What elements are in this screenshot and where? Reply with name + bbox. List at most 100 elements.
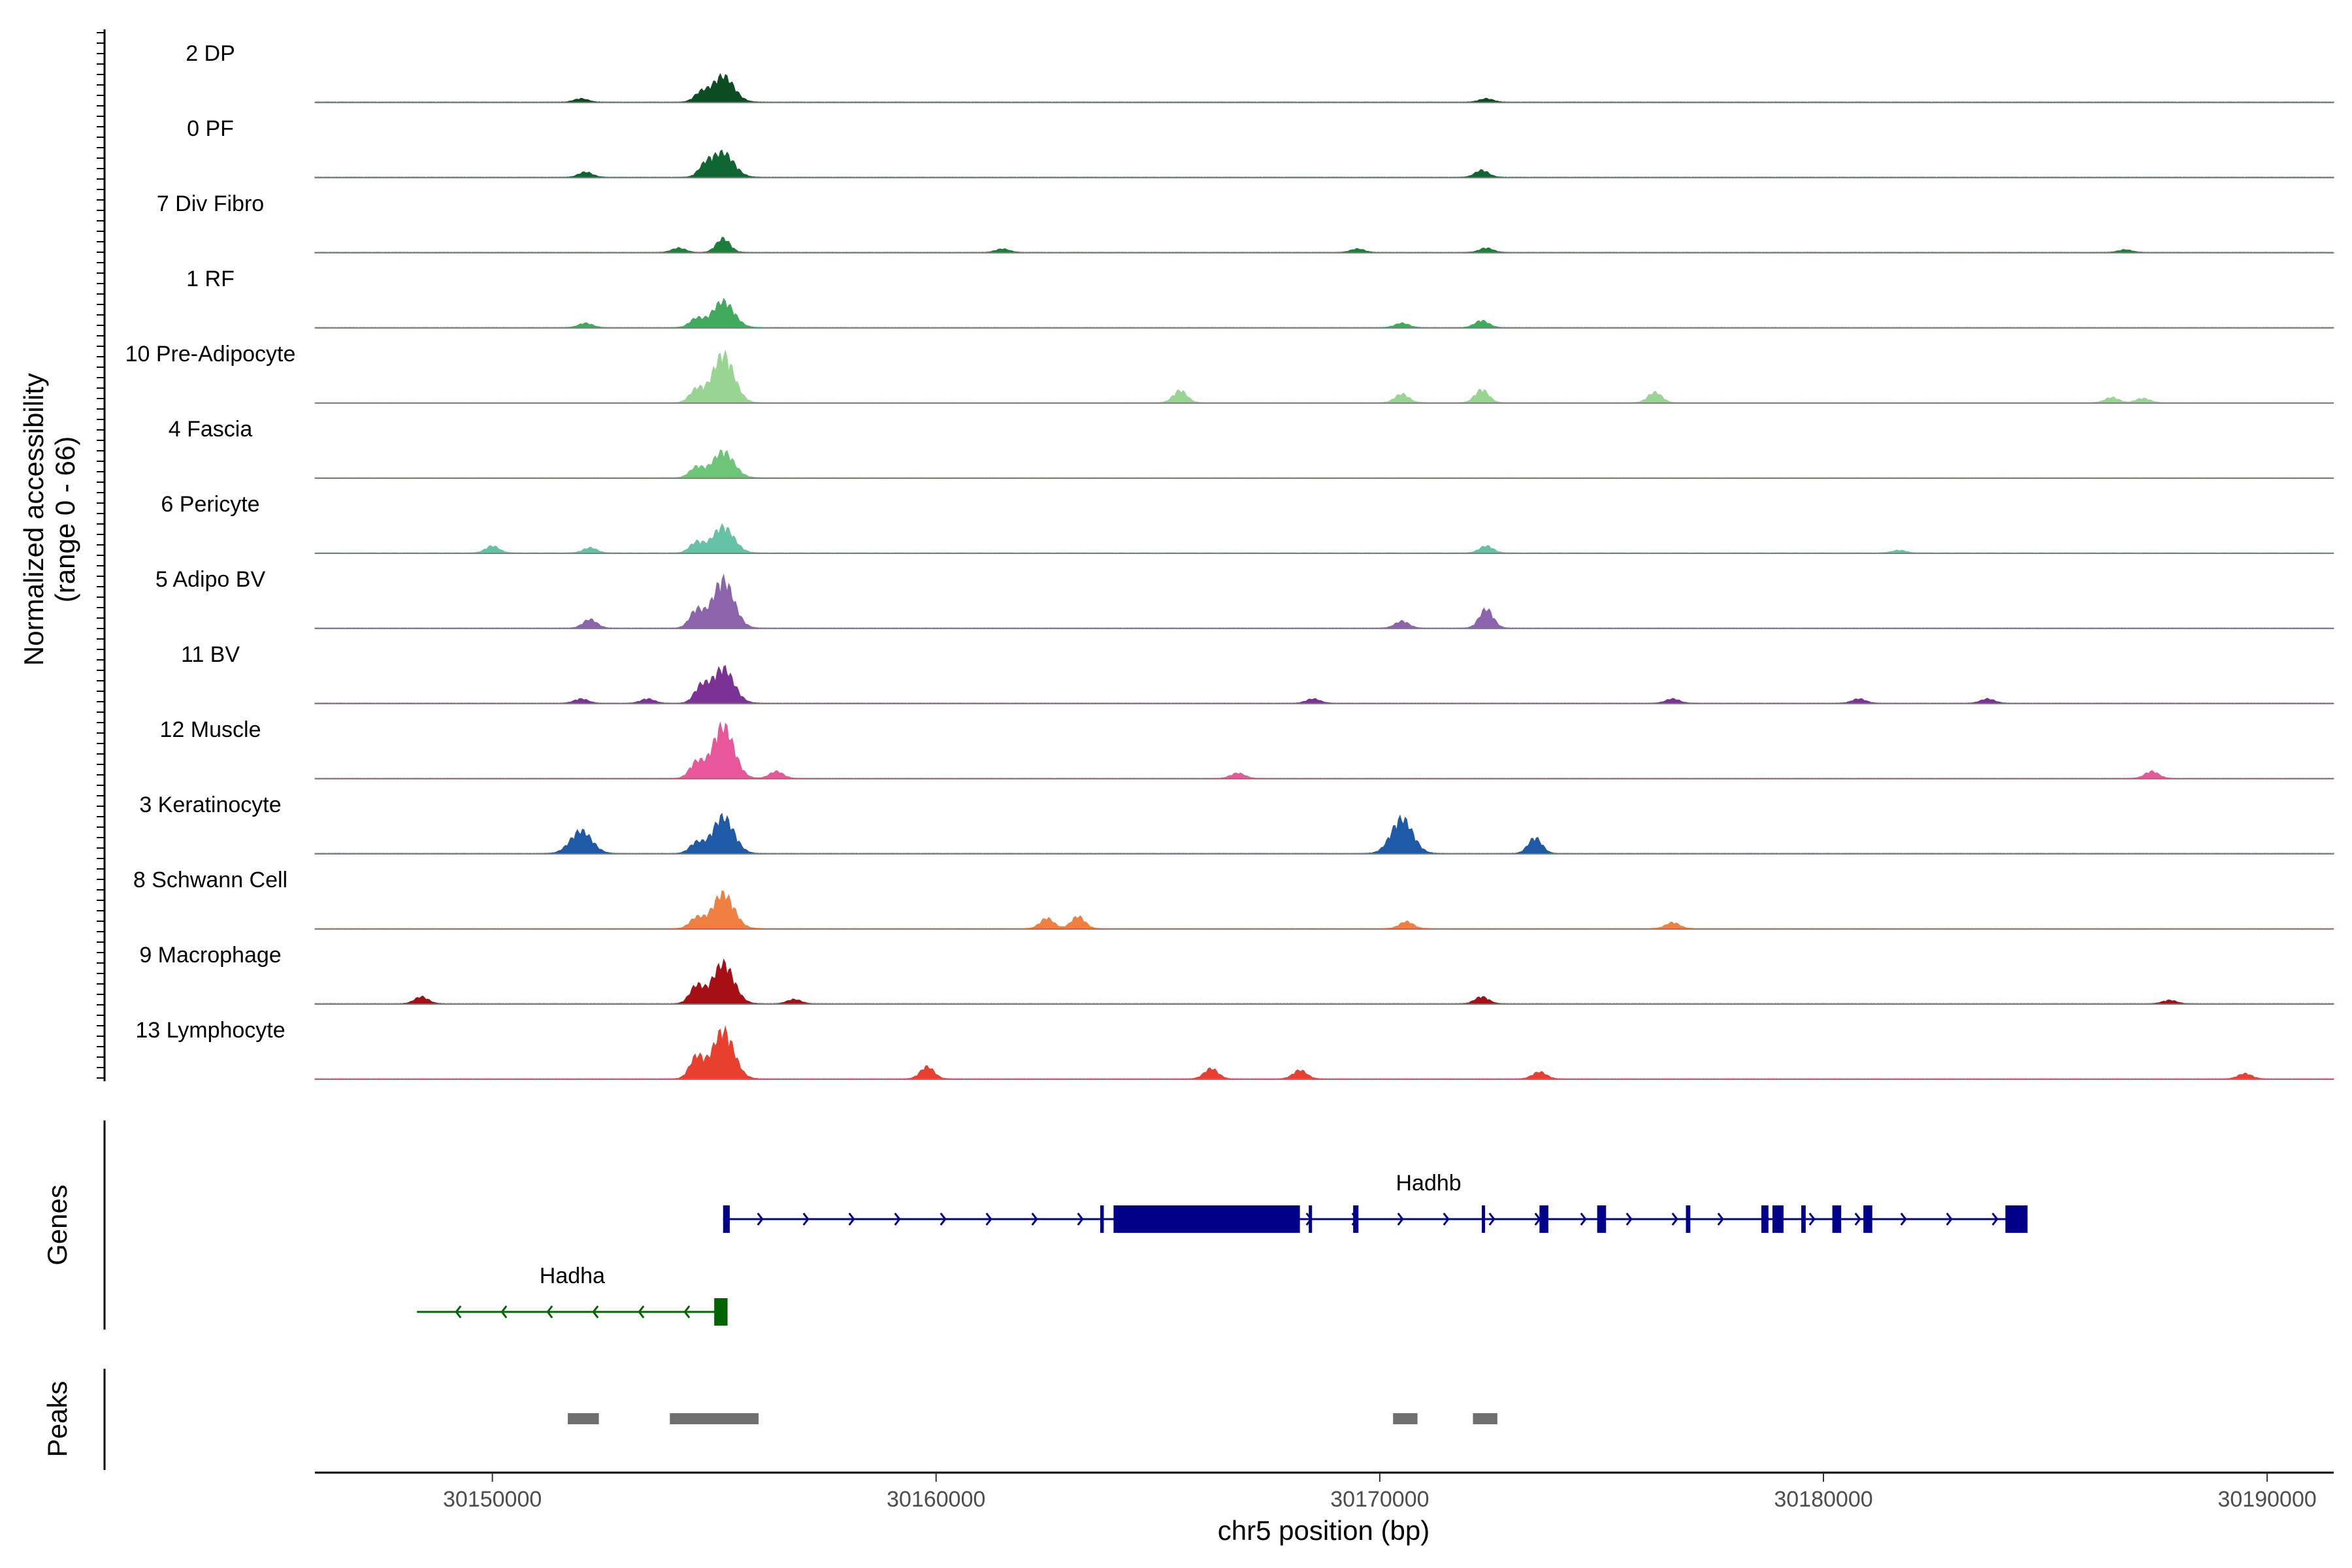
strand-arrow — [1488, 1213, 1495, 1226]
strand-arrow — [985, 1213, 992, 1226]
track-label: 10 Pre-Adipocyte — [125, 342, 296, 367]
strand-arrow — [1854, 1213, 1861, 1226]
track-label: 5 Adipo BV — [155, 567, 266, 592]
gene-exon — [1863, 1205, 1872, 1233]
gene-track: Hadhb Hadha — [417, 1171, 2028, 1326]
track-label: 7 Div Fibro — [157, 191, 264, 216]
gene-exon — [1686, 1205, 1691, 1233]
gene-exon — [1482, 1205, 1486, 1233]
track-7: 6 Pericyte — [161, 492, 2334, 554]
gene-exon — [2005, 1205, 2028, 1233]
strand-arrow — [1991, 1213, 1999, 1226]
strand-arrow — [1625, 1213, 1633, 1226]
track-panel: 2 DP 0 PF 7 Div Fibro 1 RF 10 Pre-Adipocyte 4… — [125, 41, 2334, 1080]
coverage-area — [314, 1025, 2334, 1080]
genes-panel-label: Genes — [42, 1184, 73, 1266]
coverage-area — [314, 237, 2334, 253]
gene-exon — [1801, 1205, 1806, 1233]
x-tick-label: 30190000 — [2217, 1487, 2316, 1512]
strand-arrow — [1580, 1213, 1587, 1226]
track-9: 11 BV — [181, 642, 2334, 704]
coverage-area — [314, 890, 2334, 930]
gene-exon — [1539, 1205, 1548, 1233]
y-axis-title-line1: Normalized accessibility — [18, 373, 49, 666]
coverage-area — [314, 958, 2334, 1005]
track-6: 4 Fascia — [169, 417, 2334, 479]
strand-arrow — [1443, 1213, 1450, 1226]
track-11: 3 Keratinocyte — [139, 792, 2334, 855]
gene-name-label: Hadha — [540, 1264, 605, 1288]
gene-exon — [1761, 1205, 1769, 1233]
gene-exon — [723, 1205, 730, 1233]
coverage-area — [314, 523, 2334, 554]
strand-arrow — [848, 1213, 855, 1226]
coverage-area — [314, 297, 2334, 329]
x-tick-label: 30150000 — [443, 1487, 542, 1512]
coverage-area — [314, 813, 2334, 855]
gene-exon — [1832, 1205, 1842, 1233]
peak-region — [568, 1413, 599, 1424]
strand-arrow — [1397, 1213, 1404, 1226]
strand-arrow — [1077, 1213, 1084, 1226]
peaks-panel-label: Peaks — [42, 1381, 73, 1458]
x-tick-label: 30180000 — [1774, 1487, 1872, 1512]
strand-arrow — [757, 1213, 764, 1226]
strand-arrow — [592, 1305, 599, 1318]
track-4: 1 RF — [186, 267, 2334, 329]
gene-hadhb: Hadhb — [723, 1171, 2028, 1233]
track-3: 7 Div Fibro — [157, 191, 2334, 253]
peak-region — [670, 1413, 759, 1424]
track-label: 9 Macrophage — [139, 943, 281, 968]
peak-region — [1393, 1413, 1418, 1424]
track-label: 0 PF — [187, 116, 234, 141]
gene-exon — [1353, 1205, 1359, 1233]
track-label: 8 Schwann Cell — [133, 868, 287, 892]
track-10: 12 Muscle — [160, 717, 2334, 779]
strand-arrow — [1900, 1213, 1907, 1226]
strand-arrow — [683, 1305, 691, 1318]
track-label: 13 Lymphocyte — [135, 1018, 285, 1043]
gene-exon — [1100, 1205, 1104, 1233]
strand-arrow — [1808, 1213, 1816, 1226]
gene-name-label: Hadhb — [1396, 1171, 1461, 1196]
strand-arrow — [1946, 1213, 1953, 1226]
gene-exon — [1113, 1205, 1300, 1233]
peak-track — [568, 1413, 1497, 1424]
gene-hadha: Hadha — [417, 1264, 728, 1326]
x-axis-ticks: 30150000 30160000 30170000 30180000 30190000 — [443, 1473, 2317, 1512]
x-tick-label: 30170000 — [1330, 1487, 1429, 1512]
track-label: 6 Pericyte — [161, 492, 259, 517]
y-axis-title-line2: (range 0 - 66) — [50, 436, 80, 602]
peak-region — [1473, 1413, 1497, 1424]
strand-arrow — [1671, 1213, 1678, 1226]
gene-exon — [714, 1298, 728, 1326]
strand-arrow — [939, 1213, 947, 1226]
track-label: 3 Keratinocyte — [139, 792, 281, 817]
track-2: 0 PF — [187, 116, 2334, 178]
coverage-area — [314, 449, 2334, 479]
track-14: 13 Lymphocyte — [135, 1018, 2334, 1080]
strand-arrow — [894, 1213, 901, 1226]
y-axis-title: Normalized accessibility (range 0 - 66) — [18, 373, 80, 666]
track-label: 1 RF — [186, 267, 235, 291]
track-12: 8 Schwann Cell — [133, 868, 2334, 930]
strand-arrow — [1031, 1213, 1038, 1226]
strand-arrow — [500, 1305, 508, 1318]
x-tick-label: 30160000 — [887, 1487, 985, 1512]
gene-exon — [1597, 1205, 1607, 1233]
track-13: 9 Macrophage — [139, 943, 2334, 1005]
coverage-area — [314, 350, 2334, 404]
gene-exon — [1772, 1205, 1784, 1233]
strand-arrow — [802, 1213, 809, 1226]
track-8: 5 Adipo BV — [155, 567, 2334, 629]
coverage-area — [314, 573, 2334, 629]
track-5: 10 Pre-Adipocyte — [125, 342, 2334, 404]
track-label: 2 DP — [186, 41, 235, 66]
strand-arrow — [455, 1305, 462, 1318]
track-1: 2 DP — [186, 41, 2334, 103]
gene-exon — [1309, 1205, 1313, 1233]
coverage-area — [314, 664, 2334, 704]
strand-arrow — [546, 1305, 553, 1318]
track-label: 11 BV — [181, 642, 240, 667]
